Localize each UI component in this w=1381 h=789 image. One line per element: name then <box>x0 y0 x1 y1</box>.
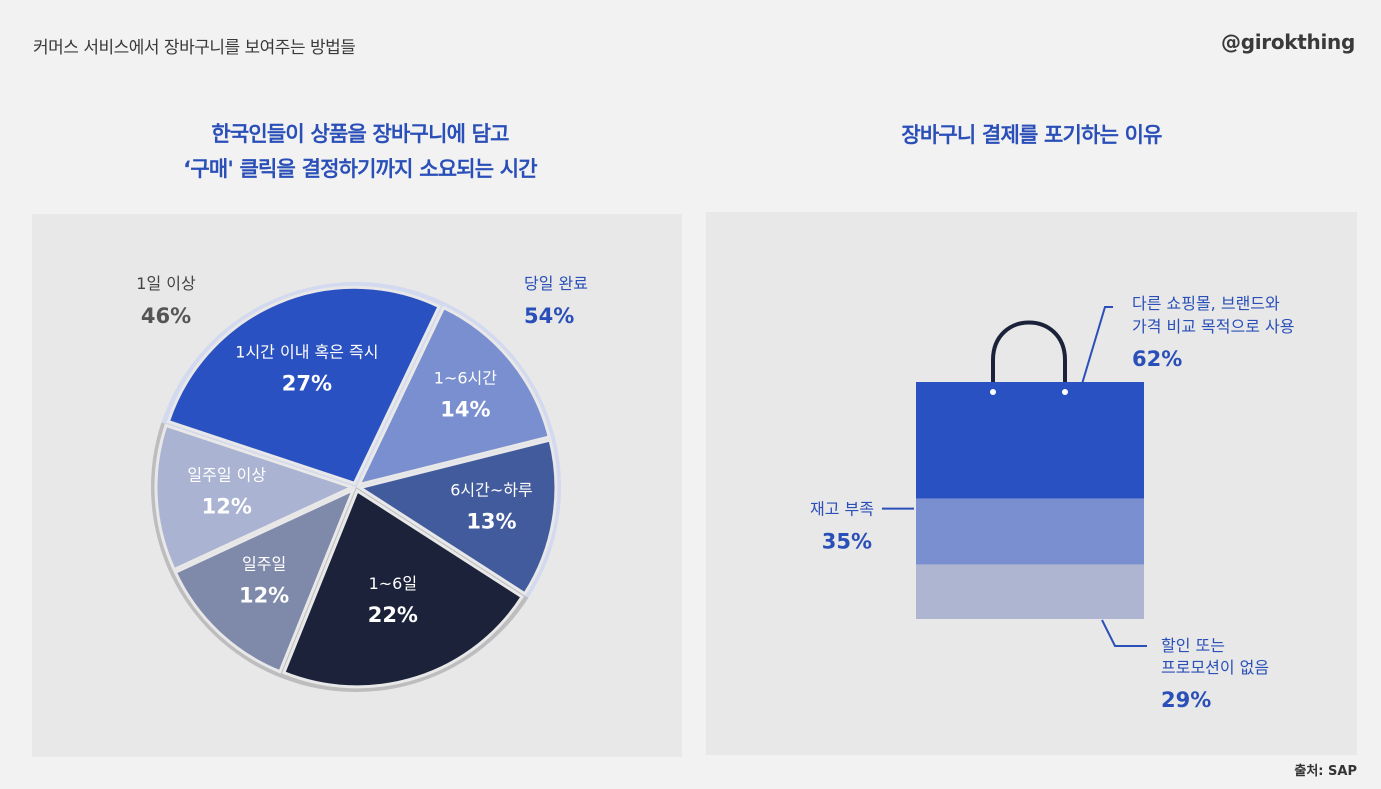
slice-week-label: 일주일 <box>242 555 286 574</box>
pie-chart-panel: 1시간 이내 혹은 즉시 27% 1~6시간 14% 6시간~하루 13% 1~6일 22% 일… <box>32 214 682 757</box>
slice-1-6-hours-label: 1~6시간 <box>434 369 497 388</box>
slice-1-6-hours <box>356 305 552 487</box>
leader-line-price <box>1081 306 1113 385</box>
group-same-day-label: 당일 완료 <box>524 274 588 293</box>
slice-week-value: 12% <box>239 584 289 608</box>
value-stock: 35% <box>822 530 872 554</box>
source-note: 출처: SAP <box>1294 764 1357 779</box>
pie-title-line-1: 한국인들이 상품을 장바구니에 담고 <box>211 122 509 146</box>
label-price-line-1: 다른 쇼핑몰, 브랜드와 <box>1132 294 1280 313</box>
bag-handle-icon <box>991 320 1067 392</box>
slice-6-hours-day-value: 13% <box>466 509 516 533</box>
leader-line-discount <box>1101 619 1147 647</box>
value-price: 62% <box>1132 347 1182 371</box>
slice-within-hour-label: 1시간 이내 혹은 즉시 <box>235 342 378 361</box>
page-title: 커머스 서비스에서 장바구니를 보여주는 방법들 <box>33 38 356 58</box>
label-discount-line-1: 할인 또는 <box>1161 636 1225 655</box>
slice-6-hours-day-label: 6시간~하루 <box>450 480 532 499</box>
group-over-day-label: 1일 이상 <box>136 274 196 293</box>
pie-title-line-2: ‘구매' 클릭을 결정하기까지 소요되는 시간 <box>183 157 538 181</box>
slice-6-hours-day <box>356 438 558 596</box>
pie-chart: 1시간 이내 혹은 즉시 27% 1~6시간 14% 6시간~하루 13% 1~6일 22% 일… <box>136 274 588 693</box>
slice-over-week-label: 일주일 이상 <box>187 465 266 484</box>
slice-1-6-days <box>281 488 525 689</box>
group-over-day-value: 46% <box>141 304 191 328</box>
slice-week <box>173 486 357 674</box>
label-discount-line-2: 프로모션이 없음 <box>1161 658 1269 677</box>
bag-segment-price-compare <box>916 382 1144 499</box>
slice-1-6-hours-value: 14% <box>440 398 490 422</box>
brand-logo: @girokthing <box>1221 30 1355 54</box>
slice-within-hour <box>166 285 442 486</box>
bag-rivet-left <box>990 389 996 395</box>
bag-chart-title: 장바구니 결제를 포기하는 이유 <box>901 123 1162 147</box>
bag-segment-out-of-stock <box>916 498 1144 565</box>
slice-over-week-value: 12% <box>202 494 252 518</box>
group-same-day-value: 54% <box>524 304 574 328</box>
label-price-line-2: 가격 비교 목적으로 사용 <box>1132 317 1294 336</box>
value-discount: 29% <box>1161 688 1211 712</box>
slice-1-6-days-label: 1~6일 <box>369 574 418 593</box>
label-stock: 재고 부족 <box>810 500 874 519</box>
slice-1-6-days-value: 22% <box>368 603 418 627</box>
pie-chart-title: 한국인들이 상품을 장바구니에 담고 ‘구매' 클릭을 결정하기까지 소요되는 … <box>40 117 680 187</box>
bag-rivet-right <box>1062 389 1068 395</box>
bag-segment-no-discount <box>916 564 1144 619</box>
slice-within-hour-value: 27% <box>282 371 332 395</box>
slice-over-week <box>154 423 357 572</box>
